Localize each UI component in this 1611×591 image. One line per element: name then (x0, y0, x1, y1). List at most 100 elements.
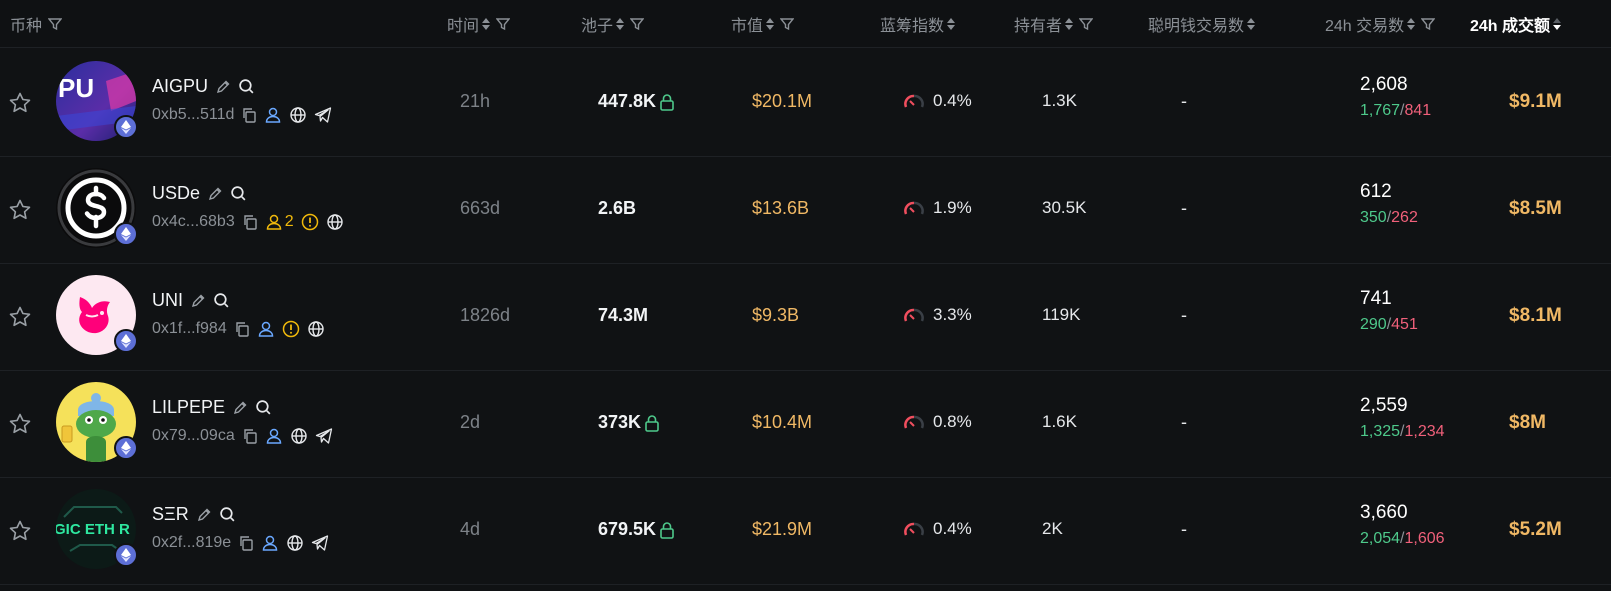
smart-money-txns: - (1181, 305, 1187, 325)
sort-icon[interactable] (947, 17, 956, 30)
sort-icon[interactable] (1407, 17, 1416, 30)
token-age: 21h (460, 91, 491, 111)
edit-icon[interactable] (215, 79, 231, 95)
col-txns-24h[interactable]: 24h 交易数 (1325, 0, 1436, 47)
user-icon[interactable] (261, 534, 279, 552)
market-cap: $13.6B (752, 198, 810, 218)
bluechip-index: 3.3% (903, 305, 972, 325)
gauge-icon (903, 520, 925, 538)
holders-count: 30.5K (1042, 198, 1087, 217)
holders-count: 119K (1042, 305, 1081, 324)
col-holders-label: 持有者 (1014, 17, 1063, 35)
favorite-star-icon[interactable] (8, 411, 34, 437)
token-age: 2d (460, 412, 481, 432)
pool-liquidity: 447.8K (598, 91, 676, 112)
copy-icon[interactable] (238, 535, 254, 551)
favorite-star-icon[interactable] (8, 90, 34, 116)
token-name[interactable]: SΞR (152, 504, 236, 525)
edit-icon[interactable] (190, 293, 206, 309)
token-name-text: LILPEPE (152, 397, 226, 417)
edit-icon[interactable] (232, 400, 248, 416)
col-mcap[interactable]: 市值 (731, 0, 795, 47)
user-warning-icon[interactable] (265, 213, 283, 231)
copy-icon[interactable] (242, 428, 258, 444)
holder-count-badge: 2 (284, 213, 294, 230)
user-icon[interactable] (265, 427, 283, 445)
globe-icon[interactable] (286, 534, 304, 552)
sort-icon[interactable] (482, 17, 491, 30)
filter-icon[interactable] (1421, 17, 1436, 31)
table-row[interactable]: GIC ETH R SΞR 0x2f...819e 4d 679.5K $21.… (0, 476, 1611, 585)
copy-icon[interactable] (234, 321, 250, 337)
copy-icon[interactable] (241, 107, 257, 123)
gauge-icon (903, 92, 925, 110)
txns-total: 3,660 (1360, 502, 1408, 523)
filter-icon[interactable] (496, 17, 511, 31)
favorite-star-icon[interactable] (8, 304, 34, 330)
telegram-icon[interactable] (315, 427, 333, 445)
token-name[interactable]: LILPEPE (152, 397, 272, 418)
filter-icon[interactable] (48, 17, 63, 31)
smart-money-txns: - (1181, 91, 1187, 111)
token-name[interactable]: AIGPU (152, 76, 255, 97)
edit-icon[interactable] (196, 507, 212, 523)
token-avatar (56, 168, 138, 248)
token-address-text: 0x79...09ca (152, 427, 235, 444)
col-bluechip[interactable]: 蓝筹指数 (880, 0, 956, 47)
telegram-icon[interactable] (314, 106, 332, 124)
ethereum-chain-icon (114, 436, 138, 460)
col-coin[interactable]: 币种 (10, 0, 63, 47)
buys-count: 290 (1360, 316, 1387, 333)
favorite-star-icon[interactable] (8, 197, 34, 223)
filter-icon[interactable] (780, 17, 795, 31)
globe-icon[interactable] (326, 213, 344, 231)
user-icon[interactable] (257, 320, 275, 338)
buys-count: 350 (1360, 209, 1387, 226)
sort-icon[interactable] (1065, 17, 1074, 30)
search-icon[interactable] (213, 292, 230, 309)
filter-icon[interactable] (1079, 17, 1094, 31)
telegram-icon[interactable] (311, 534, 329, 552)
warning-icon[interactable] (282, 320, 300, 338)
col-txns-24h-label: 24h 交易数 (1325, 17, 1405, 35)
favorite-star-icon[interactable] (8, 518, 34, 544)
edit-icon[interactable] (207, 186, 223, 202)
pool-value: 447.8K (598, 91, 657, 111)
copy-icon[interactable] (242, 214, 258, 230)
col-holders[interactable]: 持有者 (1014, 0, 1094, 47)
search-icon[interactable] (219, 506, 236, 523)
sort-desc-icon[interactable] (1553, 17, 1562, 30)
sort-icon[interactable] (1247, 17, 1256, 30)
search-icon[interactable] (255, 399, 272, 416)
lock-icon (658, 93, 676, 111)
volume-24h: $9.1M (1509, 91, 1562, 112)
user-icon[interactable] (264, 106, 282, 124)
token-name[interactable]: USDe (152, 183, 247, 204)
bluechip-value: 0.4% (933, 519, 972, 538)
globe-icon[interactable] (289, 106, 307, 124)
sort-icon[interactable] (766, 17, 775, 30)
search-icon[interactable] (238, 78, 255, 95)
col-pool[interactable]: 池子 (581, 0, 645, 47)
sort-icon[interactable] (616, 17, 625, 30)
col-smart-txns[interactable]: 聪明钱交易数 (1148, 0, 1256, 47)
globe-icon[interactable] (307, 320, 325, 338)
token-age: 1826d (460, 305, 511, 325)
filter-icon[interactable] (630, 17, 645, 31)
txns-total: 2,608 (1360, 74, 1408, 95)
search-icon[interactable] (230, 185, 247, 202)
token-name[interactable]: UNI (152, 290, 230, 311)
col-volume-24h-label: 24h 成交额 (1470, 17, 1551, 35)
col-volume-24h[interactable]: 24h 成交额 (1470, 0, 1562, 47)
txns-24h: 612 350/262 (1360, 181, 1418, 226)
col-pool-label: 池子 (581, 17, 614, 35)
table-row[interactable]: PU AIGPU 0xb5...511d 21h 447.8K $20.1M 0… (0, 48, 1611, 157)
warning-icon[interactable] (301, 213, 319, 231)
col-age[interactable]: 时间 (447, 0, 511, 47)
table-row[interactable]: LILPEPE 0x79...09ca 2d 373K $10.4M 0.8% … (0, 369, 1611, 478)
table-row[interactable]: UNI 0x1f...f984 1826d 74.3M $9.3B 3.3% 1… (0, 262, 1611, 371)
lock-icon (643, 414, 661, 432)
token-name-text: AIGPU (152, 76, 209, 96)
globe-icon[interactable] (290, 427, 308, 445)
table-row[interactable]: USDe 0x4c...68b3 2 663d 2.6B $13.6B 1.9%… (0, 155, 1611, 264)
